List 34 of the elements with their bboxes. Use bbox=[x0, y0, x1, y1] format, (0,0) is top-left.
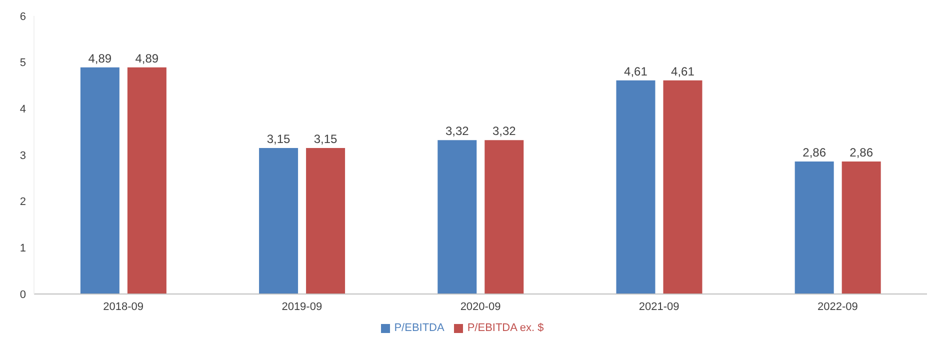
data-label: 3,32 bbox=[492, 124, 516, 138]
bar bbox=[438, 140, 477, 294]
y-tick-label: 0 bbox=[20, 288, 26, 301]
bar bbox=[80, 67, 120, 294]
x-tick-label: 2018-09 bbox=[103, 300, 144, 313]
bar bbox=[616, 80, 656, 294]
y-tick-label: 1 bbox=[20, 242, 26, 255]
y-tick-label: 3 bbox=[20, 150, 26, 162]
data-label: 2,86 bbox=[850, 145, 874, 160]
bar bbox=[306, 148, 346, 294]
data-label: 4,61 bbox=[671, 64, 695, 78]
data-label: 3,32 bbox=[445, 124, 470, 138]
bar bbox=[842, 161, 881, 294]
data-label: 2,86 bbox=[802, 145, 826, 160]
bar bbox=[484, 140, 524, 294]
legend-label: P/EBITDA ex. $ bbox=[467, 322, 544, 334]
data-label: 3,15 bbox=[266, 132, 291, 146]
data-label: 4,61 bbox=[624, 64, 648, 78]
data-label: 3,15 bbox=[314, 132, 338, 146]
bar bbox=[794, 161, 834, 294]
x-tick-label: 2019-09 bbox=[282, 300, 322, 313]
x-tick-label: 2022-09 bbox=[818, 300, 858, 313]
bar bbox=[127, 67, 166, 294]
data-label: 4,89 bbox=[135, 51, 159, 66]
y-tick-label: 2 bbox=[20, 196, 26, 208]
x-tick-label: 2020-09 bbox=[460, 300, 501, 313]
y-tick-label: 4 bbox=[20, 104, 26, 116]
y-tick-label: 6 bbox=[20, 10, 26, 23]
data-label: 4,89 bbox=[88, 51, 112, 66]
bar bbox=[259, 148, 298, 294]
y-tick-label: 5 bbox=[20, 57, 26, 70]
x-tick-label: 2021-09 bbox=[638, 300, 680, 313]
legend-label: P/EBITDA bbox=[394, 322, 444, 334]
bar bbox=[663, 80, 702, 294]
